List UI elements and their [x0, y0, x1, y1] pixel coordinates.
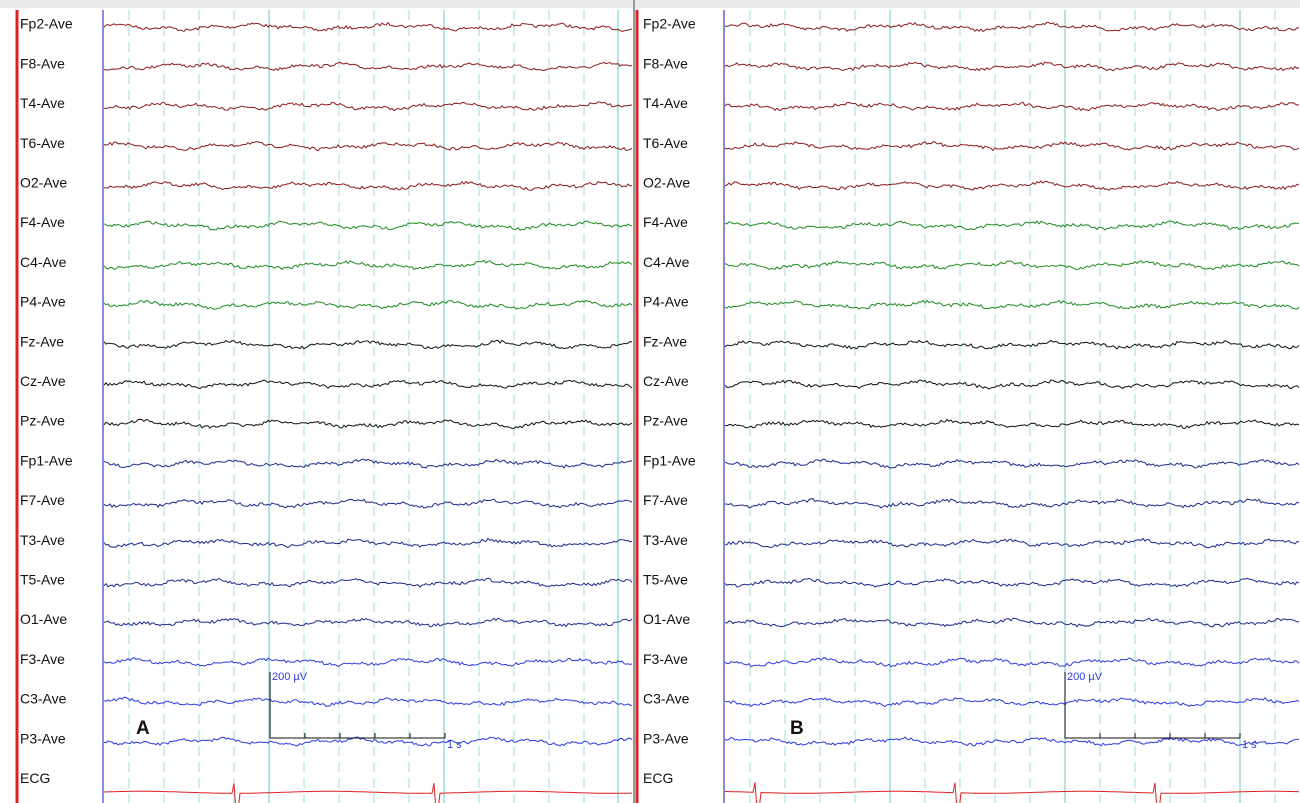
channel-label: P4-Ave	[20, 294, 66, 310]
trace	[103, 458, 633, 469]
trace	[724, 259, 1300, 271]
scale-time: 1 s	[447, 739, 462, 751]
trace	[103, 783, 632, 803]
scale-bar	[1064, 672, 1240, 739]
channel-label: P4-Ave	[643, 294, 689, 310]
channel-label: F7-Ave	[20, 492, 65, 508]
toolbar-strip	[0, 0, 1300, 8]
channel-label: Fp1-Ave	[643, 452, 696, 468]
trace	[724, 458, 1300, 469]
channel-label: F8-Ave	[643, 55, 688, 71]
channel-label: P3-Ave	[643, 730, 689, 746]
scale-time: 1 s	[1242, 739, 1257, 751]
trace	[724, 577, 1300, 588]
channel-label: T3-Ave	[20, 532, 65, 548]
channel-label: C4-Ave	[20, 254, 67, 270]
trace	[103, 259, 633, 271]
channel-label: C3-Ave	[20, 691, 67, 707]
trace	[724, 379, 1300, 390]
trace	[103, 101, 633, 112]
trace	[103, 657, 633, 667]
channel-label: T6-Ave	[20, 135, 65, 151]
trace	[103, 379, 633, 390]
trace	[103, 498, 633, 509]
channel-label: F3-Ave	[643, 651, 688, 667]
channel-label: T4-Ave	[20, 95, 65, 111]
channel-label: Fp2-Ave	[643, 16, 696, 32]
channel-label: T3-Ave	[643, 532, 688, 548]
trace	[724, 537, 1300, 549]
channel-label: T4-Ave	[643, 95, 688, 111]
channel-label: O1-Ave	[20, 611, 67, 627]
channel-label: F4-Ave	[20, 214, 65, 230]
channel-label: Pz-Ave	[643, 413, 688, 429]
trace	[103, 617, 633, 628]
channel-label: Fz-Ave	[643, 333, 687, 349]
channel-label: C3-Ave	[643, 691, 690, 707]
channel-label: Fp1-Ave	[20, 452, 73, 468]
trace	[724, 418, 1300, 429]
trace	[104, 180, 633, 191]
trace	[724, 101, 1300, 112]
trace	[724, 736, 1300, 747]
channel-label: Fp2-Ave	[20, 16, 73, 32]
trace	[724, 61, 1300, 72]
channel-label: O2-Ave	[643, 175, 690, 191]
trace	[103, 21, 633, 32]
scale-bar	[269, 672, 445, 739]
trace	[724, 299, 1300, 310]
channel-label: ECG	[20, 770, 50, 786]
scale-amplitude: 200 µV	[272, 671, 308, 683]
trace	[103, 577, 633, 588]
channel-label: F7-Ave	[643, 492, 688, 508]
channel-label: Cz-Ave	[643, 373, 689, 389]
trace	[103, 339, 633, 350]
trace	[724, 220, 1300, 231]
trace	[724, 339, 1300, 350]
channel-label: F4-Ave	[643, 214, 688, 230]
channel-label: P3-Ave	[20, 730, 66, 746]
panel-label: B	[790, 718, 804, 739]
panel-label: A	[136, 718, 150, 739]
scale-amplitude: 200 µV	[1067, 671, 1103, 683]
channel-label: ECG	[643, 770, 673, 786]
channel-label: Pz-Ave	[20, 413, 65, 429]
channel-label: C4-Ave	[643, 254, 690, 270]
trace	[103, 696, 633, 707]
trace	[103, 418, 633, 430]
trace	[103, 299, 633, 310]
trace	[724, 697, 1300, 708]
trace	[725, 782, 1300, 803]
channel-label: T5-Ave	[643, 572, 688, 588]
channel-label: T6-Ave	[643, 135, 688, 151]
channel-label: T5-Ave	[20, 572, 65, 588]
trace	[724, 141, 1300, 152]
trace	[725, 21, 1299, 33]
trace	[724, 498, 1300, 509]
channel-label: Fz-Ave	[20, 333, 64, 349]
trace	[724, 657, 1300, 668]
trace	[103, 141, 633, 152]
trace	[724, 617, 1300, 628]
trace	[103, 220, 633, 231]
channel-label: Cz-Ave	[20, 373, 66, 389]
trace	[104, 61, 633, 72]
channel-label: F3-Ave	[20, 651, 65, 667]
trace	[103, 736, 633, 747]
channel-label: O1-Ave	[643, 611, 690, 627]
channel-label: F8-Ave	[20, 55, 65, 71]
channel-label: O2-Ave	[20, 175, 67, 191]
trace	[103, 537, 633, 549]
trace	[724, 180, 1300, 191]
